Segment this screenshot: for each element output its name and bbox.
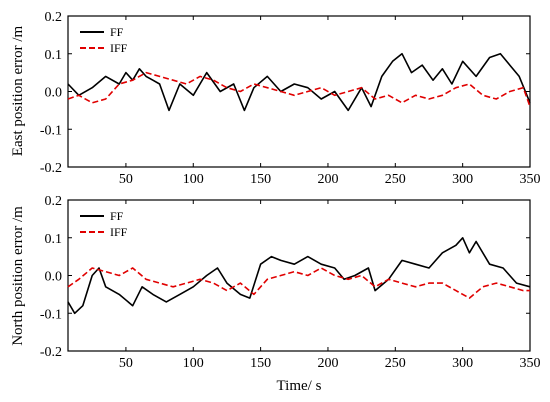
north-y-axis-title: North position error /m <box>10 206 26 346</box>
north-x-tick-label: 150 <box>250 356 271 371</box>
north-y-tick-label: -0.2 <box>40 345 62 360</box>
north-y-tick-label: 0.0 <box>45 270 63 285</box>
east-y-tick-label: 0.1 <box>45 48 63 63</box>
north-x-tick-label: 350 <box>520 356 541 371</box>
north-x-tick-label: 300 <box>452 356 473 371</box>
north-series-iff-line <box>67 267 530 299</box>
north-lines <box>67 237 531 315</box>
north-legend-iff-label: IFF <box>110 225 128 239</box>
east-x-tick-label: 100 <box>183 172 204 187</box>
north-x-tick-label: 50 <box>119 356 133 371</box>
east-ticks: 50 100 150 200 250 300 350 -0.2 -0.1 0.0 0.1 0.2 <box>40 10 541 187</box>
north-error-panel: 50 100 150 200 250 300 350 -0.2 -0.1 0.0 0.1 0.2 No… <box>10 194 541 394</box>
east-x-tick-label: 250 <box>385 172 406 187</box>
east-plot-frame <box>67 15 531 168</box>
east-x-tick-label: 50 <box>119 172 133 187</box>
east-lines <box>67 52 531 112</box>
east-y-axis-title: East position error /m <box>10 25 26 156</box>
north-y-tick-label: -0.1 <box>40 307 62 322</box>
north-x-tick-label: 250 <box>385 356 406 371</box>
east-y-tick-label: 0.0 <box>45 86 63 101</box>
north-x-tick-label: 200 <box>317 356 338 371</box>
east-x-tick-label: 150 <box>250 172 271 187</box>
x-axis-title: Time/ s <box>277 378 322 394</box>
north-legend: FF IFF <box>80 209 128 239</box>
east-legend-iff-label: IFF <box>110 41 128 55</box>
north-y-tick-label: 0.2 <box>45 194 63 209</box>
north-y-tick-label: 0.1 <box>45 232 63 247</box>
north-series-ff-line <box>67 237 531 315</box>
east-x-tick-label: 200 <box>317 172 338 187</box>
east-series-ff-line <box>67 52 531 112</box>
north-x-tick-label: 100 <box>183 356 204 371</box>
north-plot-frame <box>67 199 531 352</box>
east-series-iff-line <box>67 71 531 107</box>
north-ticks: 50 100 150 200 250 300 350 -0.2 -0.1 0.0 0.1 0.2 <box>40 194 541 371</box>
east-y-tick-label: -0.1 <box>40 123 62 138</box>
east-legend-ff-label: FF <box>110 25 124 39</box>
north-legend-ff-label: FF <box>110 209 124 223</box>
east-y-tick-label: -0.2 <box>40 161 62 176</box>
east-legend: FF IFF <box>80 25 128 55</box>
east-error-panel: 50 100 150 200 250 300 350 -0.2 -0.1 0.0 0.1 0.2 Ea… <box>10 10 541 187</box>
east-x-tick-label: 300 <box>452 172 473 187</box>
east-y-tick-label: 0.2 <box>45 10 63 25</box>
east-x-tick-label: 350 <box>520 172 541 187</box>
